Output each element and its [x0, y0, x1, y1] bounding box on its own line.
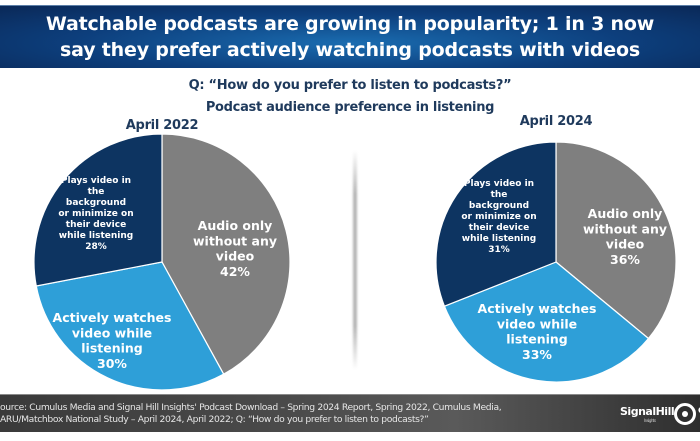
slice-label-plays-background: Plays video in the background or minimize o… [461, 179, 536, 255]
pie-slice-plays-background [435, 141, 557, 307]
slice-label-actively-watches: Actively watches video while listening 30% [53, 310, 172, 371]
signalhill-logo-text: SignalHill [620, 405, 675, 418]
source-text: ource: Cumulus Media and Signal Hill Ins… [0, 402, 560, 426]
slice-label-line: or minimize on [58, 209, 133, 219]
slice-value-label: 36% [610, 252, 640, 267]
pie-chart-2022: Audio only without any video 42% Actively wa… [33, 133, 291, 391]
title-banner: Watchable podcasts are growing in popula… [0, 5, 700, 68]
slice-label-line: without any [583, 221, 667, 236]
slice-label-line: background [469, 201, 529, 211]
slice-label-line: Plays video in [61, 176, 131, 186]
cumulus-logo-text: CU [698, 406, 700, 415]
slice-value-label: 28% [85, 242, 107, 252]
slice-label-line: their device [66, 220, 126, 230]
chart-subtitle: Podcast audience preference in listening [205, 100, 495, 115]
pie-slice-audio-only [161, 133, 291, 375]
slice-label-line: video [216, 249, 255, 264]
slice-value-label: 31% [488, 245, 510, 255]
slice-value-label: 33% [522, 347, 552, 362]
slice-label-line: Plays video in [464, 179, 534, 189]
survey-question: Q: “How do you prefer to listen to podca… [188, 78, 512, 93]
slice-label-plays-background: Plays video in the background or minimize o… [58, 176, 133, 252]
pie-title-2024: April 2024 [519, 114, 593, 129]
slice-label-line: Actively watches [478, 301, 597, 316]
slice-label-line: Audio only [588, 206, 663, 221]
slice-label-line: the [491, 190, 508, 200]
source-line-1: ource: Cumulus Media and Signal Hill Ins… [0, 402, 502, 413]
cumulus-logo-icon [674, 403, 696, 425]
pie-slice-audio-only [555, 141, 677, 340]
slice-label-line: without any [193, 233, 277, 248]
title-line-1: Watchable podcasts are growing in popula… [45, 13, 655, 35]
slice-label-line: video [606, 237, 645, 252]
slice-label-line: video while [72, 325, 152, 340]
slice-label-audio-only: Audio only without any video 42% [193, 218, 277, 279]
signalhill-logo-subtext: Insights [644, 418, 656, 423]
slice-label-actively-watches: Actively watches video while listening 33% [478, 301, 597, 362]
title-line-2: say they prefer actively watching podcas… [60, 39, 640, 61]
slice-label-line: while listening [59, 231, 133, 241]
signalhill-logo: SignalHill Insights [620, 405, 675, 423]
slice-label-audio-only: Audio only without any video 36% [583, 206, 667, 267]
pie-title-2022: April 2022 [125, 118, 199, 133]
slice-label-line: listening [506, 332, 568, 347]
slice-label-line: Audio only [198, 218, 273, 233]
divider [353, 150, 357, 370]
pie-chart-2024: Audio only without any video 36% Actively wa… [435, 141, 677, 383]
slice-label-line: the [88, 187, 105, 197]
source-line-2: ARU/Matchbox National Study – April 2024… [0, 414, 429, 425]
slice-label-line: video while [497, 316, 577, 331]
slice-label-line: or minimize on [461, 212, 536, 222]
slice-label-line: while listening [462, 234, 536, 244]
slice-label-line: listening [81, 341, 143, 356]
slice-value-label: 30% [97, 356, 127, 371]
pie-slice-plays-background [33, 133, 163, 287]
slice-value-label: 42% [220, 264, 250, 279]
slice-label-line: Actively watches [53, 310, 172, 325]
pie-slice-actively-watches [35, 261, 225, 391]
pie-slice-actively-watches [443, 261, 650, 383]
slice-label-line: their device [469, 223, 529, 233]
slice-label-line: background [66, 198, 126, 208]
footer-source-bar: ource: Cumulus Media and Signal Hill Ins… [0, 394, 700, 432]
